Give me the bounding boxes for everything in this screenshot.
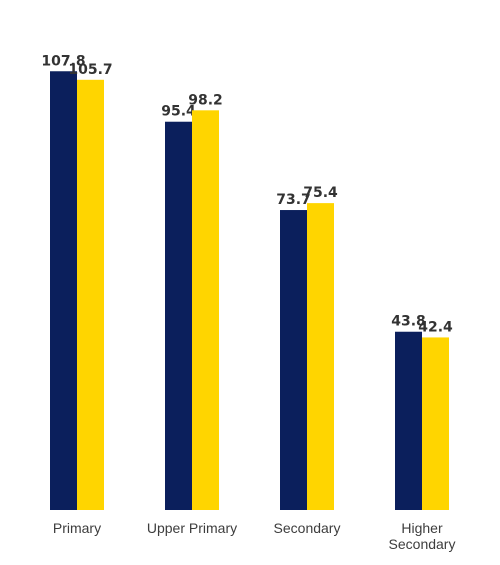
- value-label: 43.8: [391, 314, 426, 330]
- value-label: 107.8: [41, 53, 85, 69]
- bar-upper-primary-series-2: [192, 110, 219, 511]
- value-label: 98.2: [188, 92, 223, 108]
- bar-upper-primary-series-1: [165, 121, 192, 511]
- category-label: Higher: [401, 520, 443, 536]
- value-label: 42.4: [418, 319, 453, 335]
- bar-secondary-series-2: [307, 203, 334, 510]
- category-label: Primary: [53, 520, 101, 536]
- value-label: 105.7: [68, 62, 112, 78]
- value-label: 73.7: [276, 192, 311, 208]
- bar-higher-secondary-series-2: [422, 337, 449, 510]
- category-label: Secondary: [274, 520, 341, 536]
- value-label: 75.4: [303, 185, 338, 201]
- value-label: 95.4: [161, 104, 196, 120]
- category-label: Upper Primary: [147, 520, 237, 536]
- category-label: Secondary: [389, 536, 456, 552]
- bar-higher-secondary-series-1: [395, 331, 422, 510]
- bar-primary-series-1: [50, 71, 77, 510]
- bar-primary-series-2: [77, 79, 104, 511]
- bar-secondary-series-1: [280, 210, 307, 510]
